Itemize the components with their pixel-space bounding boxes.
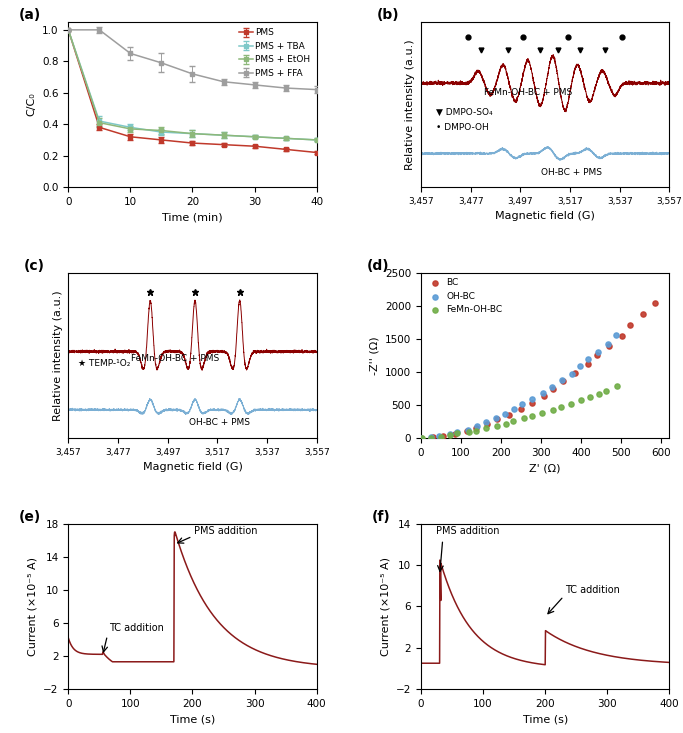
Text: TC addition: TC addition [109,623,163,633]
OH-BC [452,426,463,438]
BC [515,402,526,414]
BC [583,358,594,370]
Text: (f): (f) [372,509,390,523]
Text: FeMn-OH-BC + PMS: FeMn-OH-BC + PMS [484,89,572,97]
OH-BC [557,375,568,386]
OH-BC [490,412,501,424]
Text: ★ TEMP-¹O₂: ★ TEMP-¹O₂ [79,358,130,368]
OH-BC [566,368,577,380]
Text: (c): (c) [24,259,44,273]
OH-BC [546,381,557,393]
BC [624,320,635,331]
Y-axis label: Current (×10⁻⁵ A): Current (×10⁻⁵ A) [27,557,38,656]
BC [616,330,627,342]
FeMn-OH-BC [566,398,576,410]
Text: (d): (d) [366,259,389,273]
BC [604,340,615,352]
BC [591,349,602,361]
Text: OH-BC + PMS: OH-BC + PMS [189,419,249,427]
Text: PMS addition: PMS addition [436,526,500,537]
FeMn-OH-BC [491,420,502,432]
X-axis label: Time (s): Time (s) [170,714,215,724]
Legend: BC, OH-BC, FeMn-OH-BC: BC, OH-BC, FeMn-OH-BC [426,278,503,315]
FeMn-OH-BC [547,404,558,416]
FeMn-OH-BC [575,394,586,406]
FeMn-OH-BC [555,402,566,413]
BC [482,418,493,430]
X-axis label: Time (min): Time (min) [162,213,223,222]
FeMn-OH-BC [426,432,436,444]
FeMn-OH-BC [471,424,482,436]
BC [527,397,538,408]
FeMn-OH-BC [527,410,538,422]
FeMn-OH-BC [594,388,605,399]
OH-BC [463,424,474,435]
FeMn-OH-BC [464,426,475,438]
Y-axis label: Current (×10⁻⁵ A): Current (×10⁻⁵ A) [380,557,390,656]
Text: FeMn-OH-BC + PMS: FeMn-OH-BC + PMS [131,354,219,363]
Text: TC addition: TC addition [565,585,620,595]
BC [538,390,549,402]
Legend: PMS, PMS + TBA, PMS + EtOH, PMS + FFA: PMS, PMS + TBA, PMS + EtOH, PMS + FFA [237,26,312,80]
FeMn-OH-BC [508,416,519,427]
FeMn-OH-BC [417,432,428,444]
BC [570,366,581,378]
Y-axis label: C/C₀: C/C₀ [27,92,36,117]
FeMn-OH-BC [611,380,622,392]
FeMn-OH-BC [481,422,492,434]
OH-BC [445,429,456,441]
FeMn-OH-BC [501,418,512,430]
Y-axis label: -Z'' (Ω): -Z'' (Ω) [370,336,380,375]
Y-axis label: Relative intensity (a.u.): Relative intensity (a.u.) [53,290,63,421]
OH-BC [471,420,482,432]
BC [471,421,482,433]
OH-BC [415,432,426,443]
BC [492,413,503,425]
BC [449,429,460,441]
OH-BC [611,330,622,342]
Text: (e): (e) [18,509,41,523]
OH-BC [434,430,445,442]
BC [650,297,660,309]
X-axis label: Time (s): Time (s) [522,714,568,724]
Text: (a): (a) [18,7,41,22]
OH-BC [603,338,614,350]
Text: OH-BC + PMS: OH-BC + PMS [542,168,602,177]
OH-BC [527,393,538,405]
X-axis label: Magnetic field (G): Magnetic field (G) [495,211,595,221]
OH-BC [426,431,436,443]
BC [558,375,569,386]
OH-BC [509,404,520,416]
OH-BC [592,346,603,358]
FeMn-OH-BC [451,427,462,439]
FeMn-OH-BC [519,413,530,424]
OH-BC [481,416,492,428]
BC [415,432,426,444]
X-axis label: Z' (Ω): Z' (Ω) [529,463,561,474]
Text: ▼ DMPO-SO₄: ▼ DMPO-SO₄ [436,108,492,117]
FeMn-OH-BC [445,430,456,441]
BC [548,383,559,394]
FeMn-OH-BC [601,385,612,397]
Text: (b): (b) [376,7,399,22]
OH-BC [575,361,586,372]
Y-axis label: Relative intensity (a.u.): Relative intensity (a.u.) [406,40,415,170]
X-axis label: Magnetic field (G): Magnetic field (G) [143,463,242,472]
FeMn-OH-BC [585,391,596,402]
OH-BC [500,408,511,420]
BC [437,430,448,441]
Text: • DMPO-OH: • DMPO-OH [436,123,488,132]
FeMn-OH-BC [435,430,446,442]
Text: PMS addition: PMS addition [194,526,257,536]
BC [637,308,648,320]
FeMn-OH-BC [537,407,548,419]
BC [503,409,514,421]
OH-BC [538,387,548,399]
BC [461,425,472,437]
BC [428,432,438,443]
OH-BC [583,353,594,365]
OH-BC [517,398,528,410]
